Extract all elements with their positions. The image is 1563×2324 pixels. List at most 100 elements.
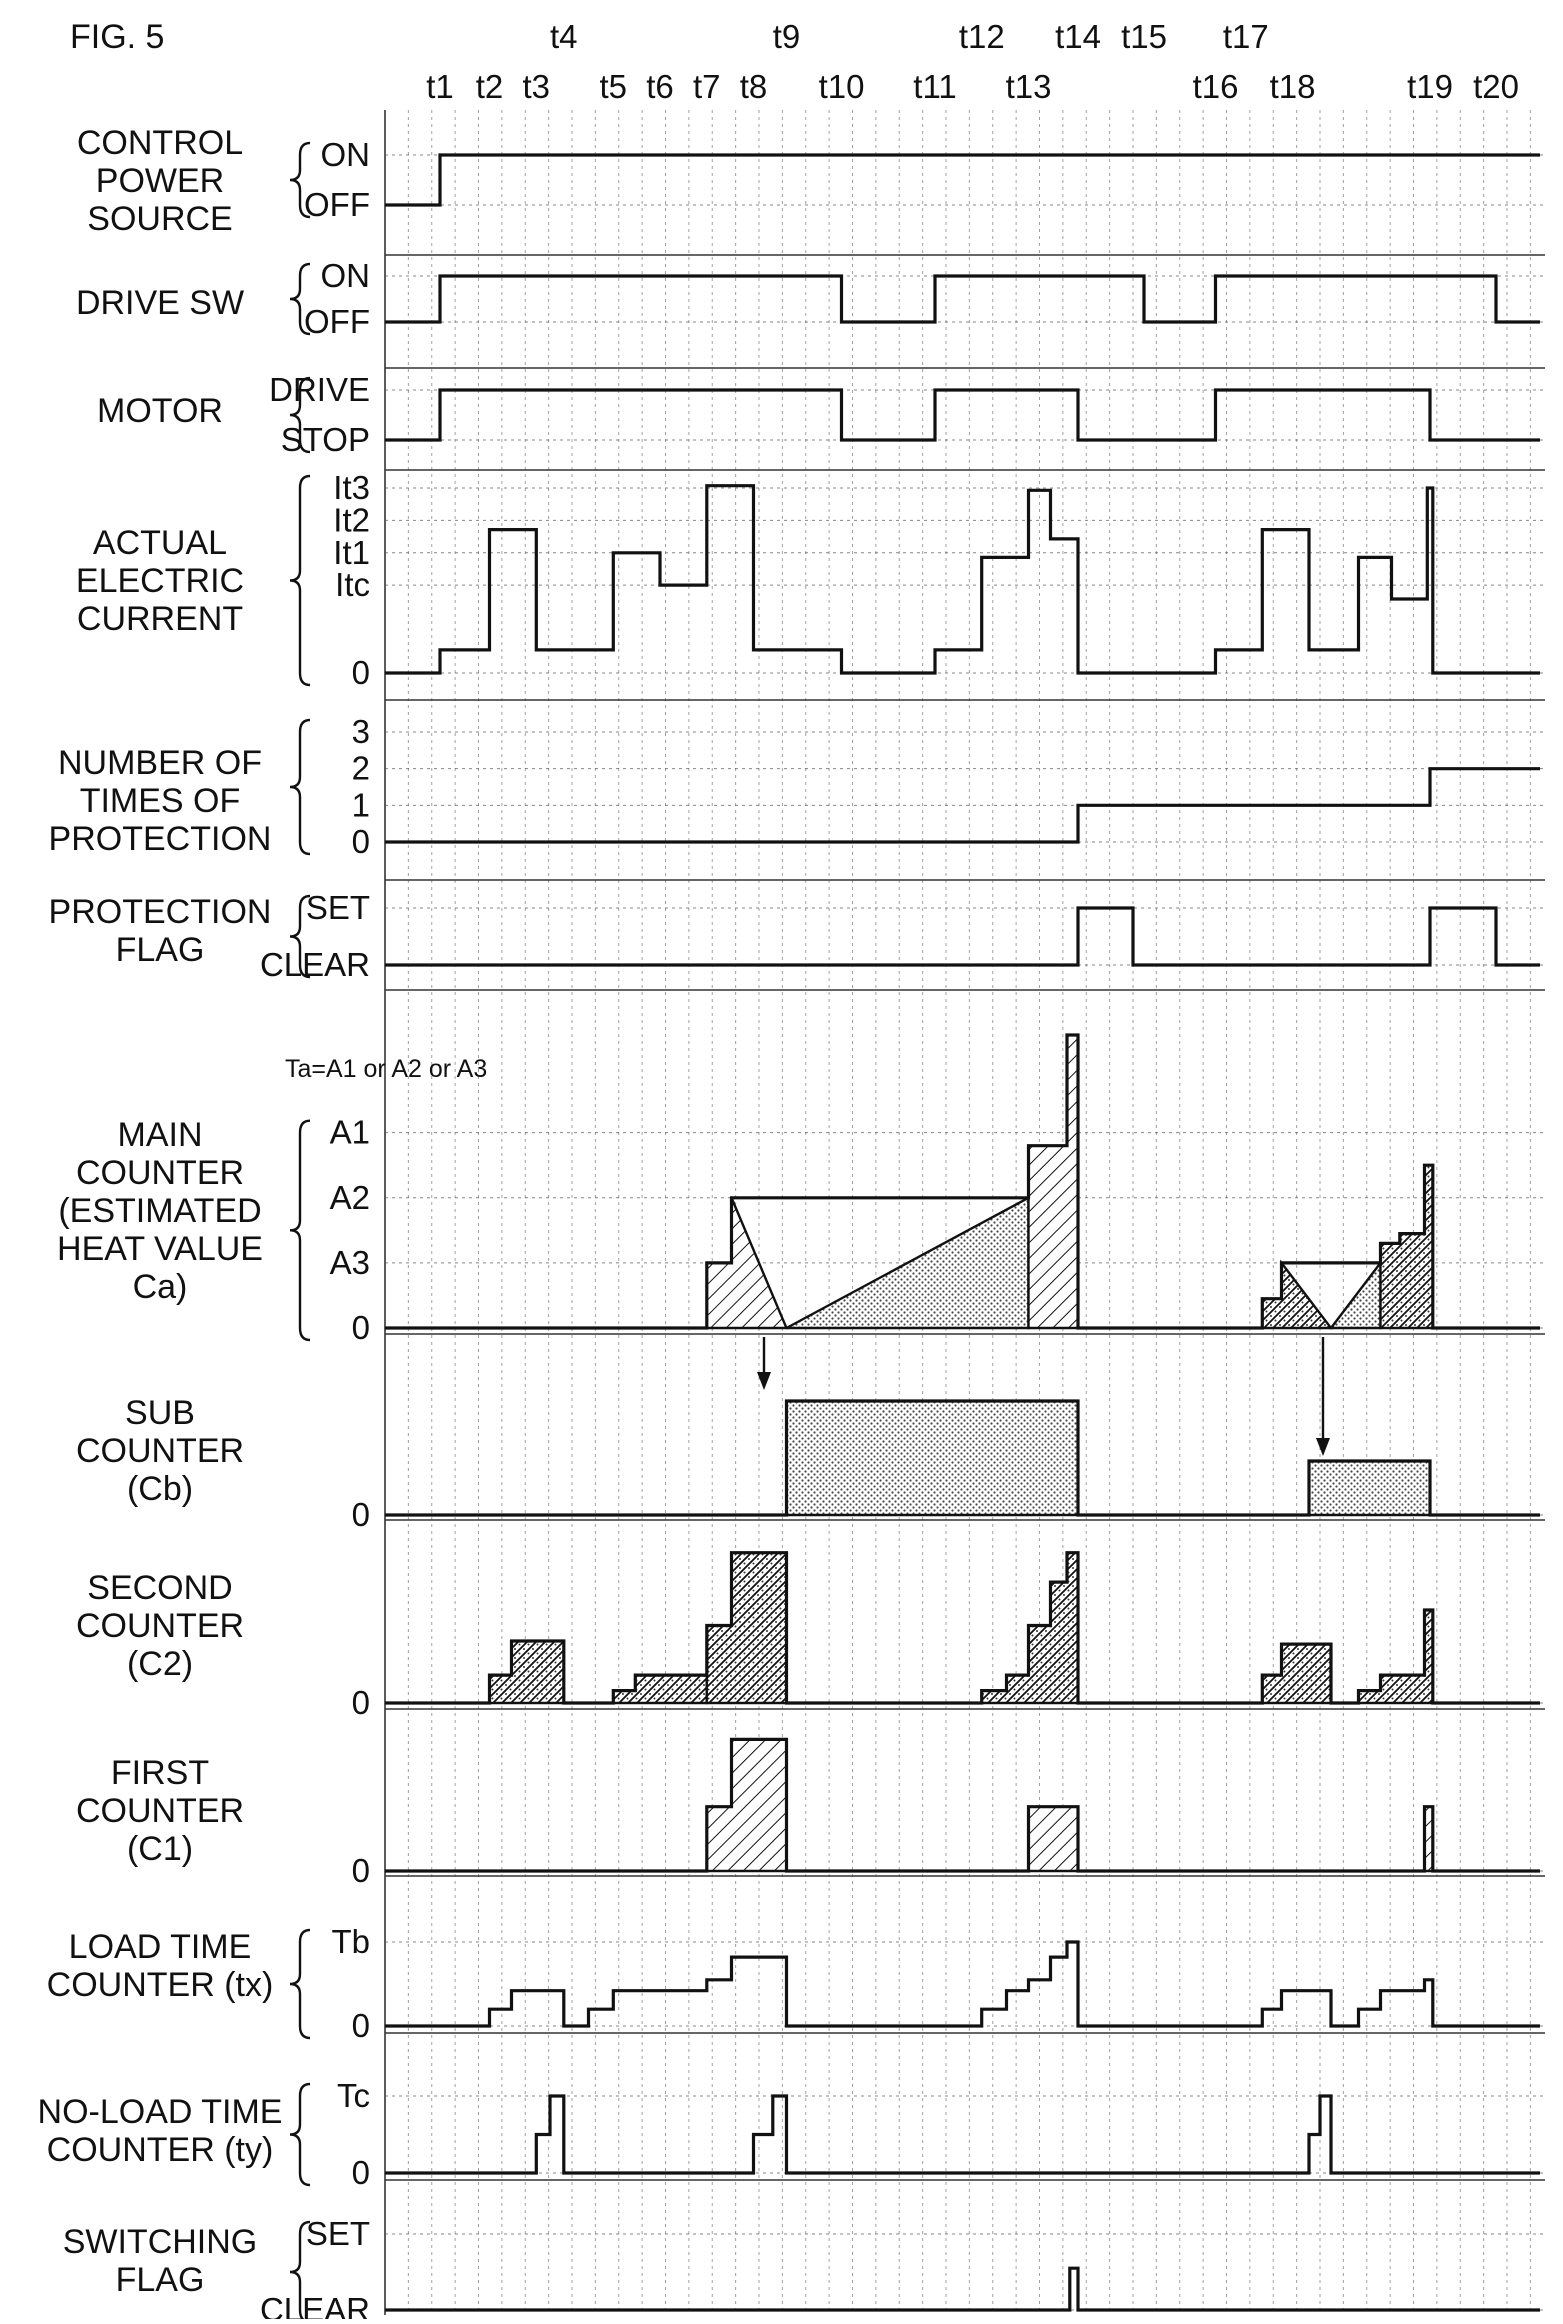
shaded-area-main-counter: [785, 1145, 1030, 1330]
row-label-line: NO-LOAD TIME: [38, 2093, 283, 2131]
level-label: OFF: [304, 303, 370, 340]
threshold-note: Ta=A1 or A2 or A3: [285, 1055, 487, 1083]
level-label: Itc: [335, 566, 370, 603]
level-label: 0: [352, 1852, 370, 1889]
level-label: OFF: [304, 186, 370, 223]
row-label-line: LOAD TIME: [69, 1928, 252, 1966]
row-label-line: POWER: [96, 162, 224, 200]
time-label-t19: t19: [1407, 68, 1453, 105]
transfer-arrow-2: [1316, 1337, 1330, 1456]
row-label-line: MAIN: [118, 1116, 203, 1154]
waveform-control-power-source: [385, 153, 1540, 207]
level-label: A2: [330, 1179, 370, 1216]
row-label-line: PROTECTION: [49, 820, 272, 858]
shaded-area-main-counter: [1328, 1243, 1382, 1330]
time-label-t6: t6: [646, 68, 674, 105]
level-label: 1: [352, 786, 370, 823]
level-label: ON: [321, 257, 371, 294]
level-label: It2: [333, 501, 370, 538]
time-label-t3: t3: [522, 68, 550, 105]
row-label-line: (C1): [127, 1830, 193, 1868]
time-label-t17: t17: [1223, 18, 1269, 55]
transfer-arrow-1: [757, 1337, 771, 1390]
waveform-main-counter: [385, 1033, 1540, 1330]
level-label: STOP: [281, 421, 370, 458]
level-label: SET: [306, 889, 370, 926]
row-label-line: SOURCE: [87, 200, 232, 238]
level-brace: [289, 2082, 311, 2187]
row-label-line: SWITCHING: [63, 2223, 258, 2261]
row-label-line: PROTECTION: [49, 893, 272, 931]
waveform-load-time-counter: [385, 1940, 1540, 2028]
time-label-t13: t13: [1006, 68, 1052, 105]
level-label: It1: [333, 534, 370, 571]
waveform-sub-counter: [385, 1399, 1540, 1517]
time-label-t20: t20: [1473, 68, 1519, 105]
level-label: 0: [352, 1684, 370, 1721]
row-label-line: SECOND: [87, 1569, 232, 1607]
waveform-drive-sw: [385, 274, 1540, 324]
row-motor: MOTOR STOP DRIVE: [97, 371, 1545, 458]
level-label: SET: [306, 2215, 370, 2252]
shaded-area-sub-counter: [1307, 1459, 1432, 1517]
time-label-t5: t5: [599, 68, 627, 105]
shaded-area-sub-counter: [785, 1399, 1080, 1517]
time-label-t9: t9: [773, 18, 801, 55]
level-brace: [289, 262, 311, 336]
time-label-t14: t14: [1055, 18, 1101, 55]
row-label-line: COUNTER (tx): [47, 1966, 274, 2004]
row-label-line: DRIVE SW: [76, 284, 244, 322]
level-label: 0: [352, 654, 370, 691]
row-label-line: MOTOR: [97, 392, 223, 430]
time-label-t1: t1: [426, 68, 454, 105]
level-label: CLEAR: [260, 946, 370, 983]
row-label-line: NUMBER OF: [58, 744, 262, 782]
row-label-line: ELECTRIC: [76, 562, 244, 600]
level-label: 3: [352, 713, 370, 750]
row-label-line: (ESTIMATED: [58, 1192, 261, 1230]
level-brace: [289, 718, 311, 856]
time-label-t16: t16: [1193, 68, 1239, 105]
level-label: Tb: [331, 1923, 370, 1960]
gridlines: [384, 110, 1545, 2315]
shaded-area-main-counter: [1027, 1033, 1080, 1330]
level-brace: [289, 1119, 311, 1342]
time-label-t2: t2: [476, 68, 504, 105]
level-label: 0: [352, 2007, 370, 2044]
time-label-t12: t12: [959, 18, 1005, 55]
shaded-area-second-counter: [705, 1551, 788, 1705]
row-label-line: CONTROL: [77, 124, 243, 162]
row-label-line: TIMES OF: [80, 782, 241, 820]
row-label-line: FIRST: [111, 1754, 209, 1792]
level-label: ON: [321, 136, 371, 173]
row-label-line: FLAG: [116, 2261, 205, 2299]
row-label-line: COUNTER: [76, 1154, 244, 1192]
waveform-second-counter: [385, 1551, 1540, 1705]
level-brace: [289, 141, 311, 219]
waveform-actual-electric-current: [385, 484, 1540, 675]
row-label-line: (C2): [127, 1645, 193, 1683]
waveform-number-of-times-of-protection: [385, 767, 1540, 844]
level-label: A1: [330, 1114, 370, 1151]
row-drive-sw: DRIVE SW OFF ON: [76, 257, 1545, 340]
row-label-line: COUNTER: [76, 1607, 244, 1645]
level-brace: [289, 474, 311, 687]
level-label: 2: [352, 750, 370, 787]
row-label-line: COUNTER (ty): [47, 2131, 274, 2169]
time-label-t8: t8: [740, 68, 768, 105]
waveform-no-load-time-counter: [385, 2094, 1540, 2175]
time-label-t18: t18: [1270, 68, 1316, 105]
level-label: A3: [330, 1244, 370, 1281]
row-label-line: FLAG: [116, 931, 205, 969]
